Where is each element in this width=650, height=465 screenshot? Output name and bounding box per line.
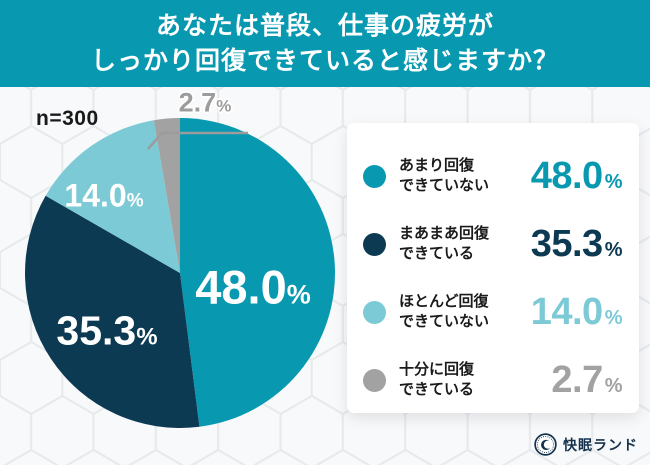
- title-line-2: しっかり回復できていると感じますか？: [90, 46, 559, 75]
- pie-slice-0: [180, 118, 335, 427]
- pie-label-14-value: 14.0: [64, 177, 127, 214]
- pie-label-2-7-value: 2.7: [178, 87, 217, 118]
- legend-color-dot: [363, 232, 386, 256]
- sample-size-label: n=300: [36, 107, 99, 130]
- legend-label-line2: できていない: [399, 177, 490, 194]
- legend-label-line2: できている: [399, 245, 475, 262]
- legend-color-dot: [363, 164, 386, 188]
- legend-item-juubun: 十分に回復 できている 2.7%: [363, 357, 623, 403]
- legend-item-amari: あまり回復 できていない 48.0%: [363, 153, 623, 199]
- legend-label-line1: まあまあ回復: [399, 225, 490, 242]
- legend-item-value: 35.3%: [530, 222, 623, 265]
- percent-sign: %: [216, 96, 232, 116]
- legend-item-label: 十分に回復 できている: [399, 360, 474, 400]
- pie-label-35: 35.3%: [56, 308, 157, 355]
- percent-sign: %: [136, 323, 158, 351]
- legend-item-hotondo: ほとんど回復 できていない 14.0%: [363, 289, 623, 335]
- legend-color-dot: [363, 300, 386, 324]
- percent-sign: %: [604, 238, 623, 261]
- brand-logo-text: 快眠ランド: [563, 436, 638, 453]
- legend-label-line1: ほとんど回復: [399, 293, 489, 310]
- legend-label-line2: できていない: [399, 313, 490, 330]
- pie-label-48-value: 48.0: [195, 260, 287, 314]
- legend-panel: あまり回復 できていない 48.0% まあまあ回復 できている 35.3% ほと…: [347, 123, 639, 413]
- pie-slice-2: [45, 120, 180, 273]
- pie-label-14: 14.0%: [64, 178, 143, 215]
- legend-color-dot: [363, 368, 386, 392]
- legend-label-line1: 十分に回復: [399, 361, 475, 378]
- legend-item-value: 48.0%: [530, 154, 623, 197]
- pie-slice-1: [25, 195, 200, 428]
- pie-label-35-value: 35.3: [56, 307, 137, 354]
- brand-logo-icon: [534, 433, 557, 456]
- legend-label-line1: あまり回復: [399, 157, 475, 174]
- title-bar: あなたは普段、仕事の疲労が しっかり回復できていると感じますか？: [0, 0, 650, 87]
- legend-item-label: まあまあ回復 できている: [399, 224, 489, 264]
- legend-item-label: あまり回復 できていない: [399, 156, 489, 196]
- pie-label-48: 48.0%: [195, 260, 311, 315]
- pie-chart-svg: [25, 118, 335, 428]
- title-line-1: あなたは普段、仕事の疲労が: [155, 11, 494, 40]
- percent-sign: %: [286, 279, 311, 310]
- percent-sign: %: [604, 306, 623, 329]
- legend-label-line2: できている: [399, 381, 475, 398]
- brand-logo: 快眠ランド: [534, 433, 638, 456]
- legend-item-value: 2.7%: [551, 358, 623, 401]
- legend-item-label: ほとんど回復 できていない: [399, 292, 489, 332]
- percent-sign: %: [604, 374, 623, 397]
- legend-item-value: 14.0%: [530, 290, 623, 333]
- leader-line-2-7: [147, 131, 248, 150]
- pie-slice-3: [153, 118, 180, 273]
- legend-item-maamaa: まあまあ回復 できている 35.3%: [363, 221, 623, 267]
- pie-label-2-7: 2.7%: [179, 88, 232, 119]
- percent-sign: %: [604, 170, 623, 193]
- percent-sign: %: [126, 190, 144, 212]
